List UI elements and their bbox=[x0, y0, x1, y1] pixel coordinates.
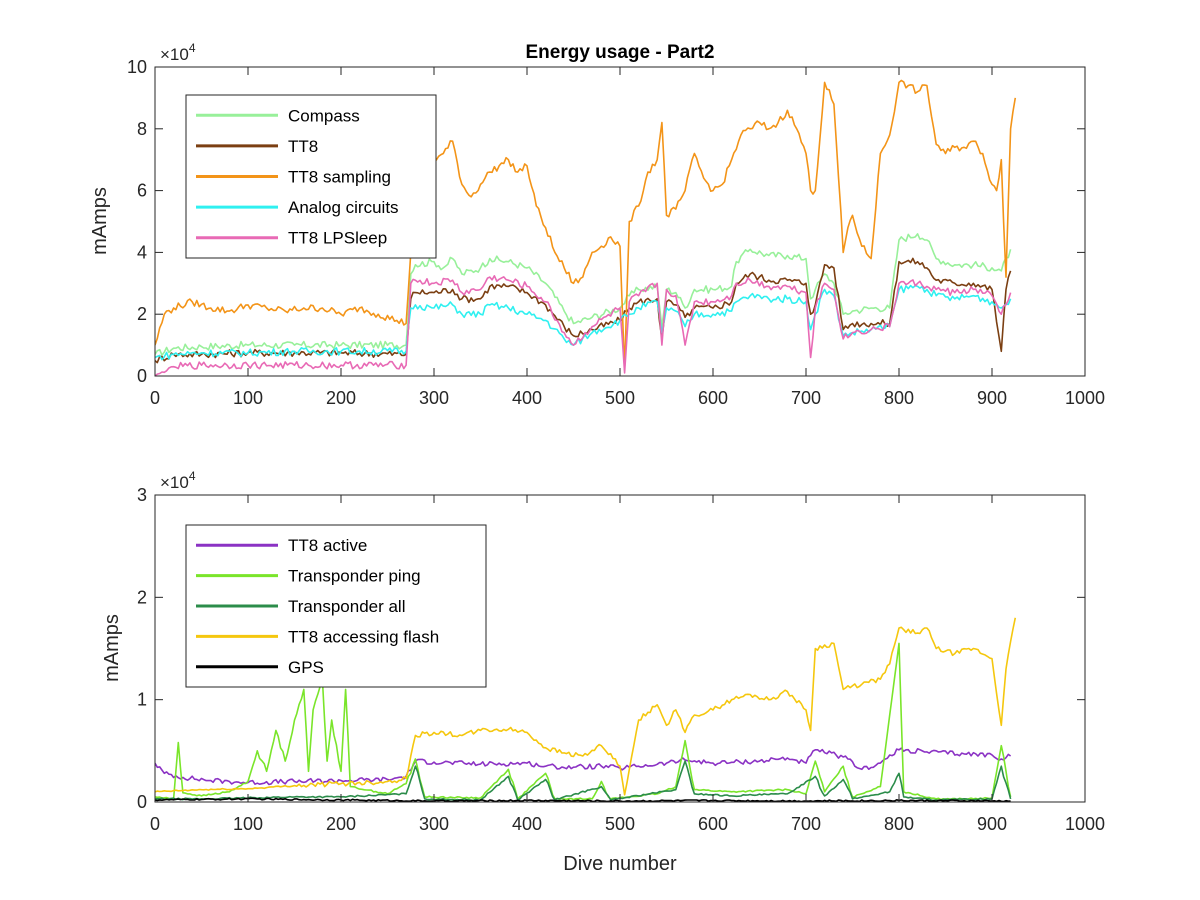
y-exponent-bottom: ×104 bbox=[160, 469, 196, 492]
x-axis-label-bottom: Dive number bbox=[563, 853, 677, 875]
series-group-bottom bbox=[155, 617, 1017, 802]
x-tick-label-top: 300 bbox=[419, 388, 449, 408]
y-tick-label-bottom: 2 bbox=[137, 587, 147, 607]
x-tick-label-bottom: 0 bbox=[150, 814, 160, 834]
legend-entry-bottom: Transponder ping bbox=[288, 567, 421, 586]
legend-entry-bottom: GPS bbox=[288, 658, 324, 677]
legend-entry-bottom: TT8 accessing flash bbox=[288, 627, 439, 646]
y-tick-label-top: 8 bbox=[137, 119, 147, 139]
series-line-top-5 bbox=[155, 275, 1012, 376]
series-line-bottom-2 bbox=[155, 642, 1012, 801]
x-tick-label-bottom: 700 bbox=[791, 814, 821, 834]
y-tick-label-top: 4 bbox=[137, 242, 147, 262]
legend-bottom: TT8 active Transponder ping Transponder al… bbox=[185, 524, 487, 688]
x-tick-label-top: 0 bbox=[150, 388, 160, 408]
series-line-bottom-5 bbox=[155, 797, 1011, 802]
y-ticks-top: 0 2 4 6 8 10 bbox=[127, 57, 1085, 386]
y-ticks-bottom: 0 1 2 3 bbox=[137, 485, 1085, 812]
legend-top: Compass TT8 TT8 sampling Analog circuits TT8… bbox=[185, 94, 437, 259]
y-exponent-top: ×104 bbox=[160, 41, 196, 64]
legend-entry-top: TT8 LPSleep bbox=[288, 229, 387, 248]
y-tick-label-bottom: 1 bbox=[137, 690, 147, 710]
x-tick-label-bottom: 400 bbox=[512, 814, 542, 834]
legend-entry-top: TT8 sampling bbox=[288, 168, 391, 187]
x-tick-label-top: 500 bbox=[605, 388, 635, 408]
x-ticks-top: 0 100 200 300 400 500 600 700 800 900 1000 bbox=[150, 67, 1105, 408]
y-tick-label-top: 6 bbox=[137, 181, 147, 201]
x-tick-label-bottom: 600 bbox=[698, 814, 728, 834]
y-tick-label-top: 10 bbox=[127, 57, 147, 77]
x-tick-label-bottom: 800 bbox=[884, 814, 914, 834]
legend-entry-top: Analog circuits bbox=[288, 198, 399, 217]
x-tick-label-top: 700 bbox=[791, 388, 821, 408]
x-tick-label-bottom: 200 bbox=[326, 814, 356, 834]
legend-entry-top: Compass bbox=[288, 106, 360, 125]
x-tick-label-bottom: 100 bbox=[233, 814, 263, 834]
y-tick-label-top: 2 bbox=[137, 304, 147, 324]
series-line-bottom-3 bbox=[155, 760, 1012, 802]
y-tick-label-bottom: 0 bbox=[137, 792, 147, 812]
y-tick-label-bottom: 3 bbox=[137, 485, 147, 505]
y-axis-label-top: mAmps bbox=[89, 187, 111, 255]
legend-entry-bottom: Transponder all bbox=[288, 597, 406, 616]
y-axis-label-bottom: mAmps bbox=[101, 614, 123, 682]
series-group-top bbox=[155, 79, 1017, 376]
subplot-bottom: 0 100 200 300 400 500 600 700 800 900 1000 0 1 2 3 Di… bbox=[101, 469, 1105, 875]
x-tick-label-bottom: 500 bbox=[605, 814, 635, 834]
x-tick-label-top: 1000 bbox=[1065, 388, 1105, 408]
series-line-bottom-4 bbox=[155, 617, 1017, 796]
legend-entry-bottom: TT8 active bbox=[288, 536, 367, 555]
subplot-top: 0 100 200 300 400 500 600 700 800 900 1000 0 2 4 6 8 10… bbox=[89, 41, 1105, 408]
x-tick-label-top: 600 bbox=[698, 388, 728, 408]
x-tick-label-top: 400 bbox=[512, 388, 542, 408]
y-tick-label-top: 0 bbox=[137, 366, 147, 386]
series-line-top-3 bbox=[155, 79, 1017, 371]
x-tick-label-bottom: 900 bbox=[977, 814, 1007, 834]
x-tick-label-top: 900 bbox=[977, 388, 1007, 408]
x-tick-label-top: 100 bbox=[233, 388, 263, 408]
x-tick-label-bottom: 300 bbox=[419, 814, 449, 834]
legend-entry-top: TT8 bbox=[288, 137, 318, 156]
x-tick-label-top: 800 bbox=[884, 388, 914, 408]
x-tick-label-bottom: 1000 bbox=[1065, 814, 1105, 834]
x-tick-label-top: 200 bbox=[326, 388, 356, 408]
series-line-bottom-1 bbox=[155, 747, 1012, 786]
chart-title: Energy usage - Part2 bbox=[525, 42, 714, 63]
series-line-top-1 bbox=[155, 233, 1012, 356]
x-ticks-bottom: 0 100 200 300 400 500 600 700 800 900 1000 bbox=[150, 495, 1105, 834]
